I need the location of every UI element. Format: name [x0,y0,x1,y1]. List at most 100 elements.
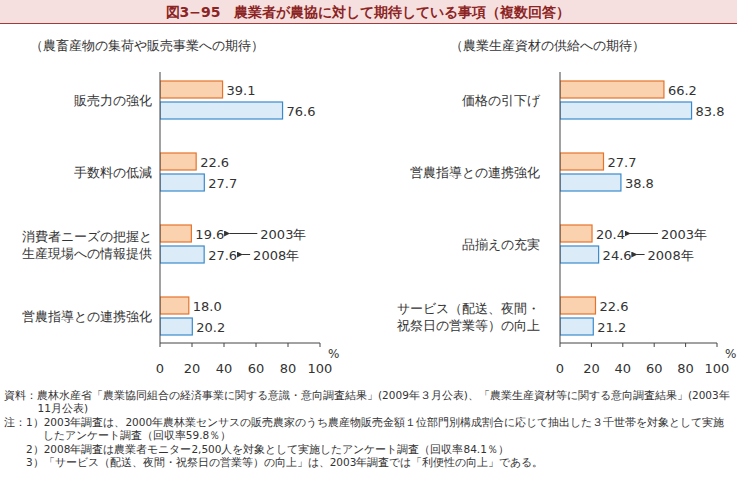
x-tick [256,343,257,347]
subtitle: （農業生産資材の供給への期待） [450,38,645,53]
bar [160,318,192,335]
legend-arrow [630,233,658,234]
x-tick-label: 80 [677,361,694,376]
x-tick-label: 60 [646,361,663,376]
category-label-line: 祝祭日の営業等）の向上 [397,318,540,333]
x-tick-label: 100 [308,361,333,376]
legend-arrow [229,233,257,234]
data-label: 39.1 [227,83,256,98]
bar [560,318,593,335]
category-label: 価格の引下げ [462,93,541,108]
data-label: 66.2 [668,83,697,98]
notes-label: 注： [4,416,26,470]
bar [560,174,621,191]
category-label: 営農指導との連携強化 [22,309,152,324]
x-tick-label: 40 [216,361,233,376]
x-tick [192,343,193,347]
chart-canvas: 図3−95 農業者が農協に対して期待している事項（複数回答） （農畜産物の集荷や販… [0,0,737,479]
category-label-line: 消費者ニーズの把握と [22,229,152,244]
x-tick-label: 60 [248,361,265,376]
data-label: 76.6 [287,104,316,119]
bars [160,81,283,335]
bar [160,174,204,191]
bar [160,81,223,98]
data-label: 19.6 [195,227,224,242]
bar [160,102,283,119]
category-label-line: 品揃えの充実 [462,237,540,252]
notes: 注：1）2003年調査は、2000年農林業センサスの販売農家のうち農産物販売金額… [4,416,733,470]
data-label: 38.8 [625,176,654,191]
x-tick [685,343,686,347]
note: 2）2008年調査は農業者モニター2,500人を対象として実施したアンケート調査… [26,443,733,456]
category-label: サービス（配送、夜間・祝祭日の営業等）の向上 [397,301,540,333]
category-label-line: 価格の引下げ [462,93,541,108]
data-label: 22.6 [599,299,628,314]
x-tick-label: 100 [705,361,730,376]
footer: 資料：農林水産省「農業協同組合の経済事業に関する意識・意向調査結果」(2009年… [4,389,733,469]
x-axis-label: % [328,347,339,361]
legend-arrow [242,254,250,255]
data-label: 20.2 [196,320,225,335]
data-label: 21.2 [597,320,626,335]
bar [160,153,196,170]
x-tick-label: 20 [583,361,600,376]
x-tick-label: 40 [615,361,632,376]
bar [560,246,599,263]
bar [160,297,189,314]
bars [560,81,692,335]
category-label: 手数料の低減 [74,165,152,180]
category-label-line: 手数料の低減 [74,165,152,180]
data-label: 18.0 [193,299,222,314]
x-tick [560,343,561,347]
title-rule [0,23,737,24]
x-tick [288,343,289,347]
bar [560,225,592,242]
bar [560,81,664,98]
x-tick [224,343,225,347]
x-axis-line [160,343,320,344]
x-tick-label: 20 [184,361,201,376]
x-tick [717,343,718,347]
y-axis-line [560,72,561,343]
x-tick-label: 80 [280,361,297,376]
bar [560,102,692,119]
bar [160,246,204,263]
category-label: 営農指導との連携強化 [410,165,540,180]
data-label: 83.8 [696,104,725,119]
y-axis-line [160,72,161,343]
x-tick-label: 0 [556,361,564,376]
category-label: 消費者ニーズの把握と生産現場への情報提供 [22,229,152,261]
x-tick [622,343,623,347]
category-label-line: 生産現場への情報提供 [22,246,152,261]
legend-label: 2003年 [661,227,707,242]
title: 図3−95 農業者が農協に対して期待している事項（複数回答） [166,4,571,20]
x-axis-label: % [725,347,736,361]
subtitle: （農畜産物の集荷や販売事業への期待） [30,38,264,53]
x-tick [320,343,321,347]
source: 資料：農林水産省「農業協同組合の経済事業に関する意識・意向調査結果」(2009年… [4,389,733,416]
data-label: 27.7 [607,155,636,170]
x-tick [654,343,655,347]
bar [560,297,595,314]
title-band [0,0,737,23]
data-label: 27.7 [208,176,237,191]
category-label: 販売力の強化 [74,93,152,108]
x-tick [591,343,592,347]
note: 3）「サービス（配送、夜間・祝祭日の営業等）の向上」は、2003年調査では「利便… [26,456,733,469]
note: 1）2003年調査は、2000年農林業センサスの販売農家のうち農産物販売金額１位… [26,416,733,443]
notes-items: 1）2003年調査は、2000年農林業センサスの販売農家のうち農産物販売金額１位… [26,416,733,470]
bar [560,153,603,170]
x-tick [160,343,161,347]
x-tick-label: 0 [156,361,164,376]
data-label: 24.6 [603,248,632,263]
category-label: 品揃えの充実 [462,237,540,252]
category-label-line: 営農指導との連携強化 [410,165,540,180]
data-label: 27.6 [208,248,237,263]
category-label-line: サービス（配送、夜間・ [397,301,540,316]
category-label-line: 販売力の強化 [74,93,152,108]
data-label: 22.6 [200,155,229,170]
legend-arrow [637,254,645,255]
category-label-line: 営農指導との連携強化 [22,309,152,324]
x-axis-line [560,343,717,344]
bar [160,225,191,242]
